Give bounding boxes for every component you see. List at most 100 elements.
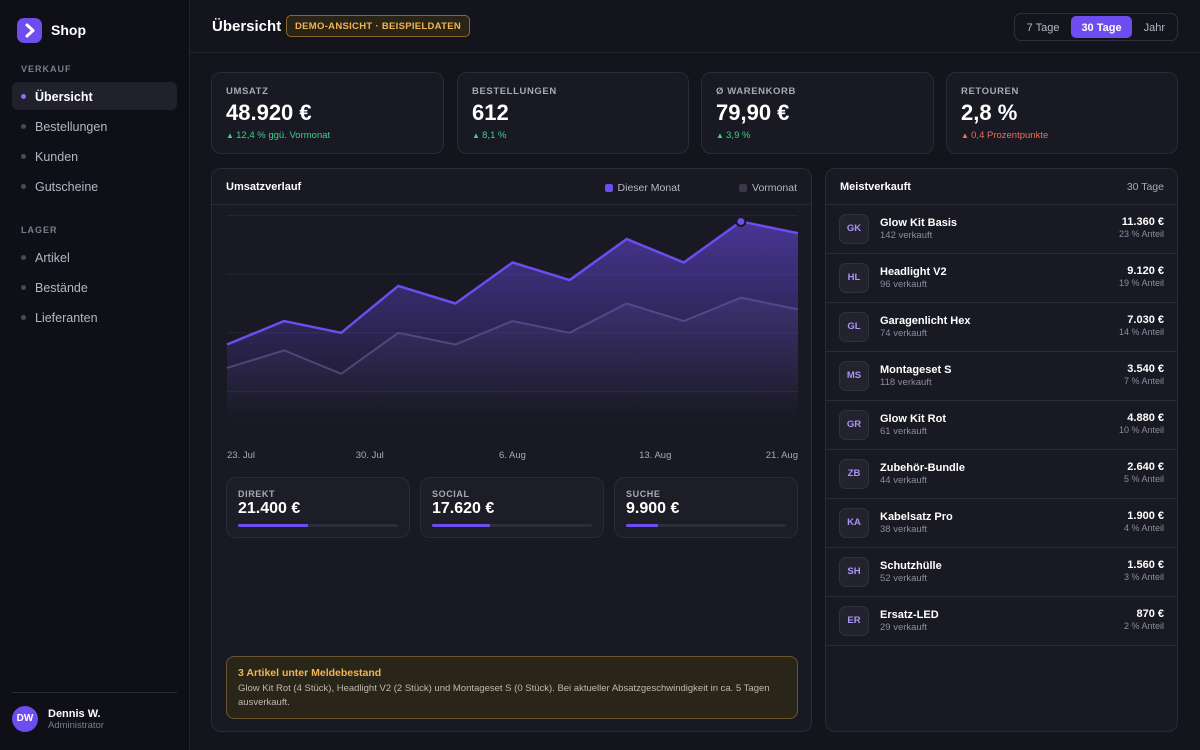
product-sold: 52 verkauft — [880, 573, 927, 584]
product-name: Montageset S — [880, 364, 952, 376]
product-sold: 96 verkauft — [880, 279, 927, 290]
product-revenue: 1.560 € — [1127, 559, 1164, 571]
highlight-point — [735, 215, 747, 227]
product-icon: SH — [839, 557, 869, 587]
page-title: Übersicht — [212, 18, 282, 35]
x-tick-label: 21. Aug — [766, 450, 798, 461]
product-share: 19 % Anteil — [1118, 278, 1164, 288]
user-name: Dennis W. — [48, 708, 101, 720]
user-avatar: DW — [12, 706, 38, 732]
legend-swatch — [739, 184, 748, 192]
product-revenue: 2.640 € — [1127, 461, 1164, 473]
logo-icon — [25, 23, 35, 38]
progress-track — [432, 524, 592, 527]
product-revenue: 870 € — [1136, 608, 1164, 620]
kpi-value: 79,90 € — [716, 100, 790, 125]
product-icon: KA — [839, 508, 869, 538]
channel-value: 9.900 € — [626, 500, 680, 517]
nav-item[interactable]: Bestände — [12, 273, 177, 301]
nav-item[interactable]: Bestellungen — [12, 112, 177, 140]
kpi-change: 12,4 % ggü. Vormonat — [226, 130, 330, 141]
stock-alert: 3 Artikel unter Meldebestand Glow Kit Rot… — [226, 656, 798, 719]
product-row[interactable]: ZB Zubehör-Bundle 44 verkauft 2.640 €5 % An… — [826, 450, 1177, 499]
legend-item: Dieser Monat — [604, 182, 680, 194]
product-icon: GK — [839, 214, 869, 244]
nav-item[interactable]: Lieferanten — [12, 303, 177, 331]
product-revenue: 4.880 € — [1127, 412, 1164, 424]
bestseller-period: 30 Tage — [1126, 181, 1164, 193]
kpi-value: 2,8 % — [961, 100, 1018, 125]
range-button[interactable]: Jahr — [1143, 22, 1165, 34]
product-icon: GL — [839, 312, 869, 342]
channel-value: 17.620 € — [432, 500, 495, 517]
nav-item[interactable]: Kunden — [12, 142, 177, 170]
progress-track — [238, 524, 398, 527]
series-line — [226, 296, 799, 375]
product-sold: 142 verkauft — [880, 230, 933, 241]
range-button[interactable]: 7 Tage — [1026, 22, 1060, 34]
x-tick-label: 23. Jul — [227, 450, 255, 461]
product-row[interactable]: GR Glow Kit Rot 61 verkauft 4.880 €10 % Ant… — [826, 401, 1177, 450]
nav-item[interactable]: Übersicht — [12, 82, 177, 110]
x-tick-label: 6. Aug — [499, 450, 526, 461]
kpi-label: BESTELLUNGEN — [472, 86, 557, 97]
channel-name: DIREKT — [238, 489, 276, 499]
product-share: 3 % Anteil — [1123, 572, 1164, 582]
kpi-label: RETOUREN — [961, 86, 1019, 97]
product-row[interactable]: HL Headlight V2 96 verkauft 9.120 €19 % Ant… — [826, 254, 1177, 303]
line-chart: 23. Jul 30. Jul 6. Aug 13. Aug 21. Aug — [226, 215, 799, 461]
product-row[interactable]: SH Schutzhülle 52 verkauft 1.560 €3 % Antei… — [826, 548, 1177, 597]
legend-swatch — [604, 184, 613, 192]
product-icon: ER — [839, 606, 869, 636]
nav-section: LAGER — [21, 225, 58, 235]
kpi-change: 3,9 % — [716, 130, 750, 141]
nav-item[interactable]: Artikel — [12, 243, 177, 271]
range-button[interactable]: 30 Tage — [1071, 16, 1132, 38]
series-line — [226, 220, 799, 346]
topbar: Übersicht DEMO-ANSICHT · BEISPIELDATEN 7 T… — [190, 0, 1200, 53]
product-name: Ersatz-LED — [880, 609, 939, 621]
product-sold: 29 verkauft — [880, 622, 927, 633]
product-share: 23 % Anteil — [1118, 229, 1164, 239]
product-share: 4 % Anteil — [1123, 523, 1164, 533]
bestseller-title: Meistverkauft — [840, 181, 911, 193]
product-row[interactable]: GK Glow Kit Basis 142 verkauft 11.360 €23 %… — [826, 205, 1177, 254]
product-row[interactable]: ER Ersatz-LED 29 verkauft 870 €2 % Anteil — [826, 597, 1177, 646]
kpi-change: 8,1 % — [472, 130, 506, 141]
product-revenue: 1.900 € — [1127, 510, 1164, 522]
chart-card: Umsatzverlauf Dieser Monat Vormonat 23. Jul… — [211, 168, 812, 732]
product-icon: HL — [839, 263, 869, 293]
product-name: Headlight V2 — [880, 266, 947, 278]
nav-section: VERKAUF — [21, 64, 72, 74]
logo[interactable] — [17, 18, 42, 43]
kpi-card: UMSATZ 48.920 € 12,4 % ggü. Vormonat — [211, 72, 444, 154]
product-sold: 44 verkauft — [880, 475, 927, 486]
nav-item[interactable]: Gutscheine — [12, 172, 177, 200]
product-row[interactable]: KA Kabelsatz Pro 38 verkauft 1.900 €4 % Ant… — [826, 499, 1177, 548]
product-row[interactable]: MS Montageset S 118 verkauft 3.540 €7 % Ant… — [826, 352, 1177, 401]
channel-card: SOCIAL 17.620 € — [420, 477, 604, 538]
alert-text: Glow Kit Rot (4 Stück), Headlight V2 (2 … — [238, 683, 770, 708]
product-icon: MS — [839, 361, 869, 391]
kpi-change: 0,4 Prozentpunkte — [961, 130, 1048, 141]
alert-title: 3 Artikel unter Meldebestand — [238, 667, 382, 679]
chart-title: Umsatzverlauf — [226, 181, 302, 193]
demo-badge: DEMO-ANSICHT · BEISPIELDATEN — [286, 15, 471, 37]
kpi-card: BESTELLUNGEN 612 8,1 % — [457, 72, 689, 154]
product-share: 7 % Anteil — [1123, 376, 1164, 386]
product-name: Kabelsatz Pro — [880, 511, 953, 523]
sidebar: Shop VERKAUF Übersicht Bestellungen Kunden Gu… — [0, 0, 190, 750]
area-fill — [227, 221, 798, 450]
x-tick-label: 30. Jul — [356, 450, 384, 461]
progress-track — [626, 524, 786, 527]
kpi-value: 48.920 € — [226, 100, 312, 125]
kpi-card: RETOUREN 2,8 % 0,4 Prozentpunkte — [946, 72, 1178, 154]
progress-bar — [626, 524, 659, 527]
product-row[interactable]: GL Garagenlicht Hex 74 verkauft 7.030 €14 %… — [826, 303, 1177, 352]
product-revenue: 3.540 € — [1127, 363, 1164, 375]
user-role: Administrator — [48, 720, 104, 731]
kpi-label: Ø WARENKORB — [716, 86, 796, 97]
product-name: Schutzhülle — [880, 560, 942, 572]
product-name: Garagenlicht Hex — [880, 315, 971, 327]
product-revenue: 9.120 € — [1127, 265, 1164, 277]
